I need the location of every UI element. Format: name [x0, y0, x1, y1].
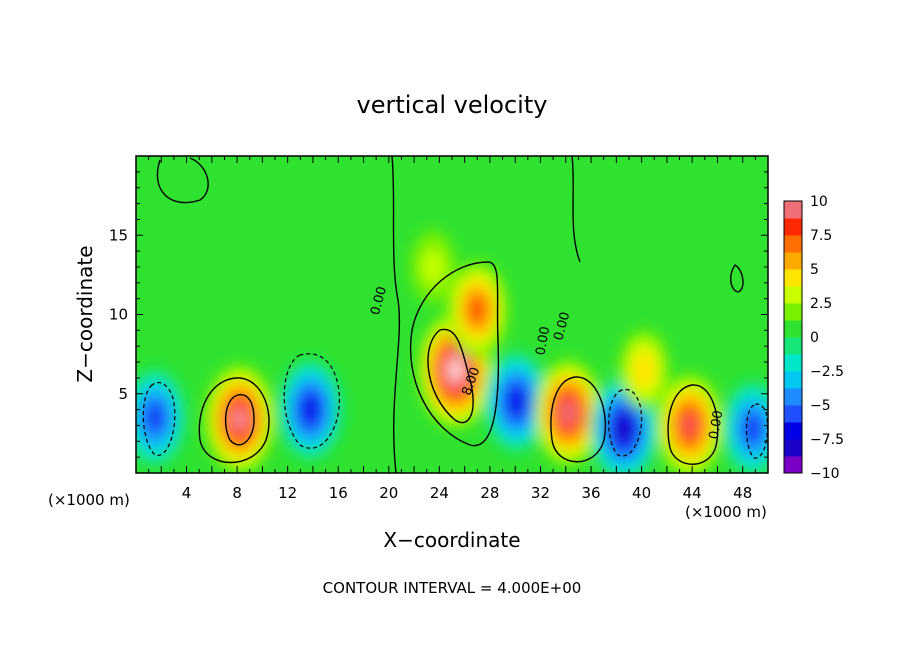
colorbar-swatch-12	[784, 252, 802, 270]
field-cells	[136, 230, 768, 473]
x-axis-label: X−coordinate	[383, 528, 520, 552]
contour-lines-negative	[142, 353, 768, 459]
chart-title: vertical velocity	[357, 91, 548, 119]
contour-cell-34	[550, 376, 607, 463]
x-tick-label-4: 4	[182, 484, 192, 502]
x-tick-label-24: 24	[430, 484, 449, 502]
x-tick-label-36: 36	[581, 484, 600, 502]
x-tick-label-8: 8	[232, 484, 242, 502]
colorbar-label-4: 0	[810, 330, 819, 346]
contour-label-3: 0.00	[707, 409, 727, 440]
field-cell-5-level-7	[511, 394, 522, 409]
contour-interval-footer: CONTOUR INTERVAL = 4.000E+00	[323, 579, 582, 597]
colorbar-swatch-11	[784, 269, 802, 287]
contour-label-0: 0.00	[368, 285, 390, 317]
contour-zero-column	[391, 156, 401, 473]
y-tick-label-10: 10	[109, 306, 128, 324]
colorbar-label-7: −7.5	[810, 432, 844, 448]
colorbar-tick-labels: 10 7.5 5 2.5 0 −2.5 −5 −7.5 −10	[810, 194, 844, 482]
x-tick-label-40: 40	[632, 484, 651, 502]
y-tick-label-5: 5	[118, 385, 128, 403]
colorbar-swatch-0	[784, 456, 802, 474]
contour-label-2: 0.00	[551, 310, 573, 342]
colorbar-label-1: 7.5	[810, 228, 832, 244]
field-cell-11-level-4	[637, 359, 651, 381]
contour-label-1: 0.00	[533, 325, 553, 356]
colorbar-label-2: 5	[810, 262, 819, 278]
x-tick-label-16: 16	[329, 484, 348, 502]
contour-cell-8-inner	[224, 394, 255, 446]
colorbar-frame	[783, 200, 803, 474]
field-cell-2-level-7	[305, 402, 316, 417]
contour-lines	[156, 156, 744, 473]
colorbar-label-3: 2.5	[810, 296, 832, 312]
colorbar-swatch-7	[784, 337, 802, 355]
contour-plume	[409, 261, 500, 447]
colorbar-swatch-9	[784, 303, 802, 321]
field-cell-0-level-6	[149, 409, 161, 426]
contour-neg-cell-48	[745, 403, 768, 459]
y-axis-ticks: 5 10 15	[109, 171, 768, 458]
colorbar-swatch-10	[784, 286, 802, 304]
contour-cell-8	[198, 377, 270, 464]
contour-cell-44	[667, 384, 719, 465]
field-cell-8-level-7	[684, 418, 695, 433]
contour-upper-left	[156, 157, 209, 204]
field-cell-10-level-2	[421, 248, 445, 286]
colorbar-swatch-15	[784, 201, 802, 219]
colorbar-swatch-5	[784, 371, 802, 389]
contour-neg-cell-38	[608, 388, 643, 457]
contour-neg-cell-1	[142, 381, 176, 456]
colorbar-label-8: −10	[810, 466, 840, 482]
field-cell-7-level-8	[619, 421, 629, 436]
contour-plume-inner	[427, 328, 474, 424]
x-tick-label-48: 48	[733, 484, 752, 502]
colorbar-swatch-4	[784, 388, 802, 406]
colorbar-swatch-1	[784, 439, 802, 457]
plot-area: 0.000.000.000.008.00 4 8 12 16 20 24 28 32 36 40 4…	[109, 155, 769, 502]
x-tick-label-44: 44	[683, 484, 702, 502]
colorbar-label-0: 10	[810, 194, 828, 210]
contour-blob-upper	[730, 264, 744, 293]
colorbar-swatch-13	[784, 235, 802, 253]
field-cell-4-level-6	[472, 301, 483, 318]
colorbar-swatch-8	[784, 320, 802, 338]
field-cell-1-level-8	[235, 412, 245, 426]
y-tick-label-15: 15	[109, 226, 128, 244]
x-tick-label-28: 28	[480, 484, 499, 502]
colorbar-label-5: −2.5	[810, 364, 844, 380]
colorbar-swatches	[784, 201, 802, 474]
colorbar-swatch-2	[784, 422, 802, 440]
colorbar-swatch-14	[784, 218, 802, 236]
colorbar: 10 7.5 5 2.5 0 −2.5 −5 −7.5 −10	[783, 194, 844, 482]
colorbar-swatch-3	[784, 405, 802, 423]
field-cell-3-level-9	[451, 363, 460, 377]
colorbar-swatch-6	[784, 354, 802, 372]
x-axis-unit-left: (×1000 m)	[48, 491, 130, 509]
x-tick-label-12: 12	[278, 484, 297, 502]
x-tick-label-20: 20	[379, 484, 398, 502]
field-cell-9-level-6	[747, 420, 758, 437]
x-tick-label-32: 32	[531, 484, 550, 502]
velocity-field	[136, 230, 768, 473]
field-cell-6-level-8	[564, 406, 573, 420]
x-axis-unit-right: (×1000 m)	[685, 503, 767, 521]
x-axis-ticks: 4 8 12 16 20 24 28 32 36 40 44 48	[148, 156, 756, 502]
colorbar-label-6: −5	[810, 398, 831, 414]
contour-zero-right	[571, 156, 581, 263]
y-axis-label: Z−coordinate	[73, 245, 97, 382]
